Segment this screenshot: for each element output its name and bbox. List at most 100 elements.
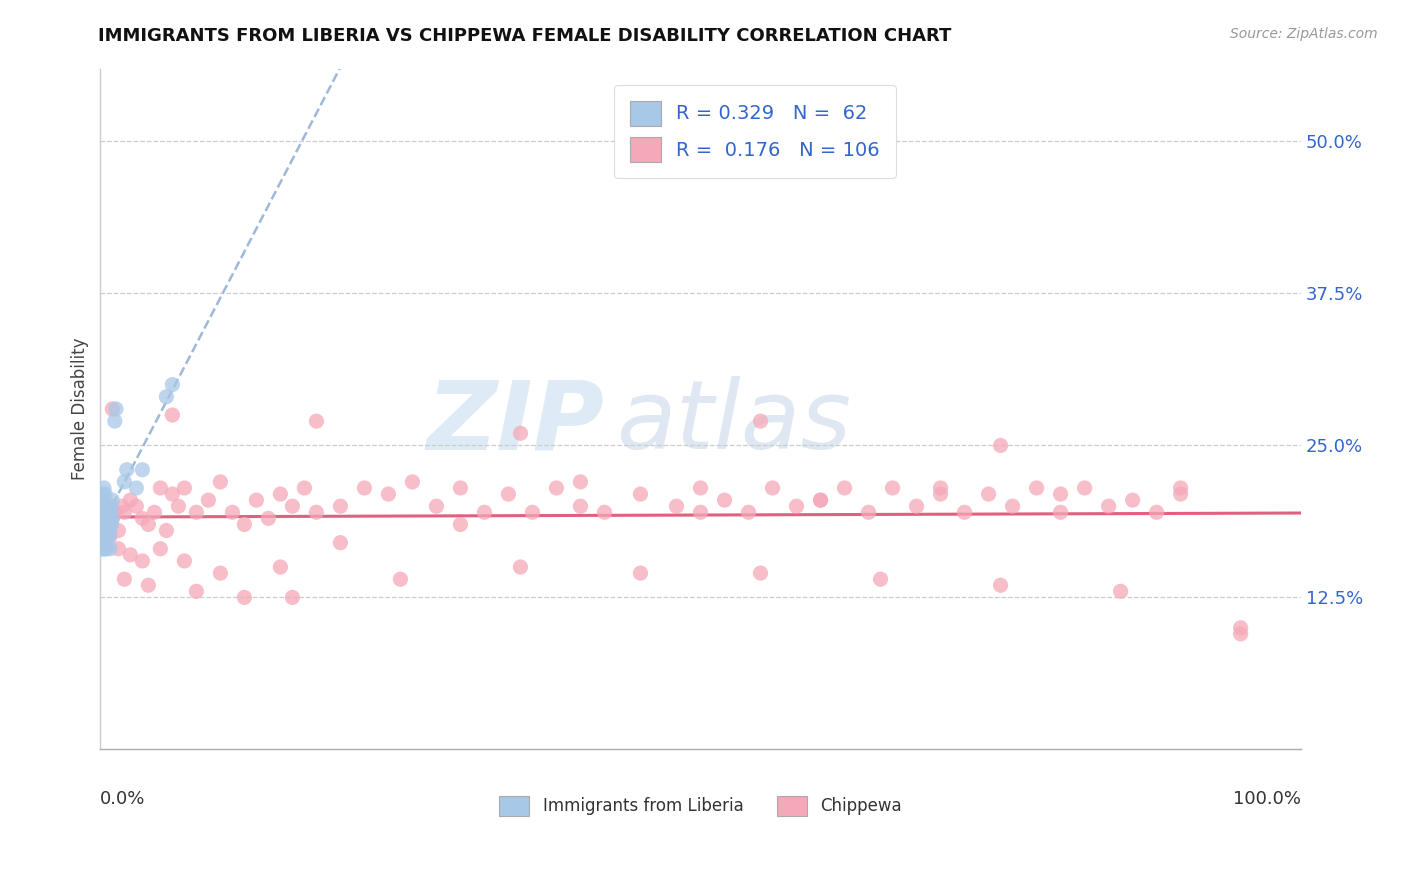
Point — [305, 414, 328, 428]
Point — [233, 517, 256, 532]
Point — [107, 541, 129, 556]
Point — [131, 554, 153, 568]
Point — [1229, 621, 1251, 635]
Point — [98, 505, 121, 519]
Point — [93, 511, 115, 525]
Point — [94, 500, 117, 514]
Point — [93, 500, 115, 514]
Point — [138, 517, 160, 532]
Point — [905, 500, 928, 514]
Point — [96, 530, 118, 544]
Point — [186, 584, 208, 599]
Point — [1025, 481, 1047, 495]
Point — [749, 414, 772, 428]
Point — [100, 500, 122, 514]
Point — [1170, 481, 1192, 495]
Point — [749, 566, 772, 580]
Point — [353, 481, 375, 495]
Point — [593, 505, 616, 519]
Point — [96, 541, 118, 556]
Point — [96, 530, 118, 544]
Point — [389, 572, 412, 586]
Point — [91, 505, 114, 519]
Point — [149, 541, 172, 556]
Point — [546, 481, 568, 495]
Point — [1122, 493, 1144, 508]
Point — [90, 500, 112, 514]
Point — [98, 524, 121, 538]
Point — [425, 500, 447, 514]
Point — [93, 541, 115, 556]
Point — [149, 481, 172, 495]
Point — [269, 560, 291, 574]
Point — [94, 487, 117, 501]
Point — [569, 475, 592, 489]
Point — [101, 511, 124, 525]
Point — [125, 500, 148, 514]
Point — [569, 500, 592, 514]
Point — [509, 560, 531, 574]
Point — [125, 481, 148, 495]
Point — [173, 481, 195, 495]
Point — [93, 524, 115, 538]
Point — [498, 487, 520, 501]
Point — [112, 572, 135, 586]
Point — [96, 500, 118, 514]
Point — [104, 414, 127, 428]
Point — [120, 493, 142, 508]
Point — [162, 408, 184, 422]
Point — [737, 505, 759, 519]
Point — [94, 505, 117, 519]
Point — [269, 487, 291, 501]
Point — [929, 487, 952, 501]
Point — [1049, 505, 1071, 519]
Point — [143, 505, 166, 519]
Point — [91, 541, 114, 556]
Point — [96, 505, 118, 519]
Point — [91, 511, 114, 525]
Point — [810, 493, 832, 508]
Point — [101, 493, 124, 508]
Point — [474, 505, 496, 519]
Point — [97, 500, 120, 514]
Point — [91, 505, 114, 519]
Point — [167, 500, 190, 514]
Point — [834, 481, 856, 495]
Point — [977, 487, 1000, 501]
Point — [96, 511, 118, 525]
Point — [209, 475, 232, 489]
Point — [96, 511, 118, 525]
Y-axis label: Female Disability: Female Disability — [72, 338, 89, 480]
Point — [294, 481, 316, 495]
Point — [401, 475, 423, 489]
Point — [689, 505, 711, 519]
Point — [91, 535, 114, 549]
Point — [761, 481, 783, 495]
Point — [97, 511, 120, 525]
Text: 100.0%: 100.0% — [1233, 790, 1301, 808]
Point — [90, 505, 112, 519]
Point — [305, 505, 328, 519]
Point — [209, 566, 232, 580]
Point — [97, 505, 120, 519]
Point — [522, 505, 544, 519]
Point — [96, 517, 118, 532]
Point — [377, 487, 399, 501]
Point — [93, 505, 115, 519]
Point — [101, 401, 124, 416]
Point — [990, 578, 1012, 592]
Point — [90, 524, 112, 538]
Point — [630, 487, 652, 501]
Point — [869, 572, 891, 586]
Point — [131, 511, 153, 525]
Point — [96, 535, 118, 549]
Point — [98, 541, 121, 556]
Point — [90, 511, 112, 525]
Text: 0.0%: 0.0% — [100, 790, 146, 808]
Point — [257, 511, 280, 525]
Point — [93, 517, 115, 532]
Point — [111, 500, 134, 514]
Point — [90, 535, 112, 549]
Point — [100, 517, 122, 532]
Point — [1109, 584, 1132, 599]
